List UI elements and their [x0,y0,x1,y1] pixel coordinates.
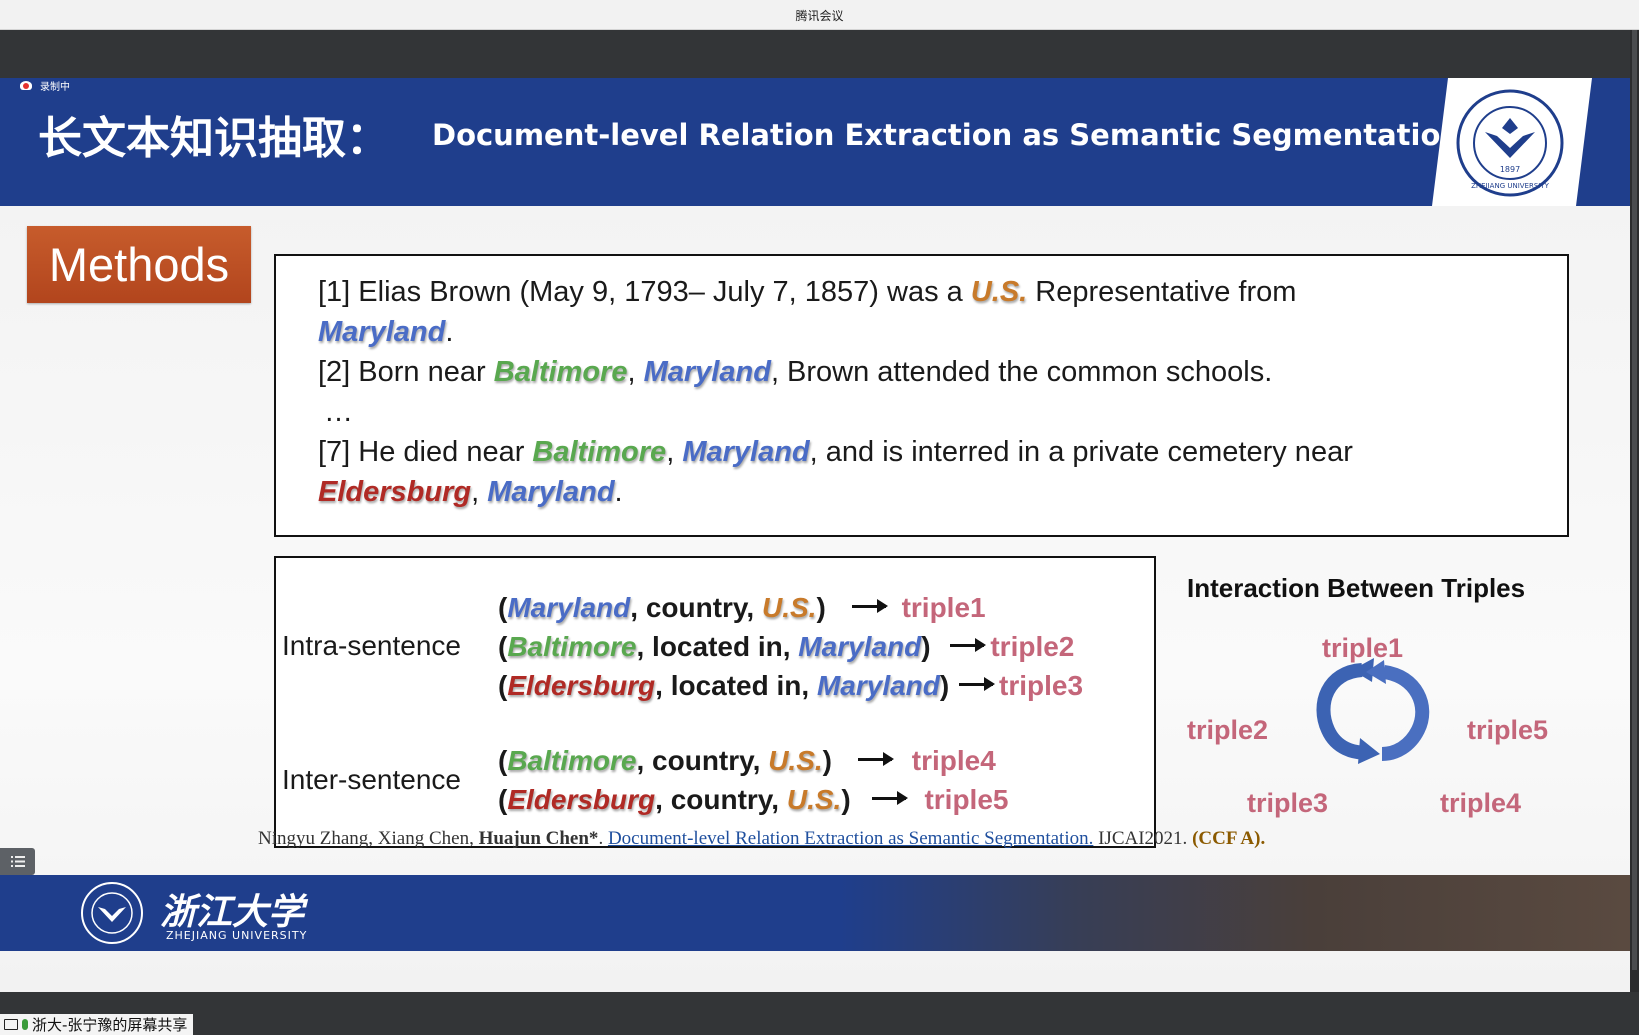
app-title: 腾讯会议 [795,9,844,23]
recording-icon [20,81,32,90]
triple-row: (Eldersburg, located in, Maryland) tripl… [498,670,1084,701]
sentence-7: [7] He died near Baltimore, Maryland, an… [318,436,1353,468]
ellipsis: … [324,396,353,428]
meeting-bottom-bar [0,992,1639,1035]
list-menu-icon [11,856,25,867]
triple-row: (Maryland, country, U.S.) triple1 [498,592,986,623]
seal-text: ZHEJIANG UNIVERSITY [1471,182,1550,190]
seal-year: 1897 [1500,165,1520,174]
arrow-icon [851,599,888,614]
intra-sentence-label: Intra-sentence [282,630,461,661]
campus-building-image [840,875,1630,951]
screen-share-icon [4,1019,18,1030]
section-badge: Methods [27,226,251,303]
university-seal-logo: 1897 ZHEJIANG UNIVERSITY [1456,89,1564,197]
cycle-arrows-icon [1316,658,1430,764]
footer-seal-logo [81,882,143,944]
triple-row: (Baltimore, country, U.S.) triple4 [498,745,996,776]
triples-box: Intra-sentence Inter-sentence (Maryland,… [274,556,1156,848]
meeting-toolbar [0,30,1639,78]
entity-maryland: Maryland [643,356,771,388]
sentence-1: [1] Elias Brown (May 9, 1793– July 7, 18… [318,276,1297,308]
arrow-icon [872,791,909,806]
paper-link[interactable]: Document-level Relation Extraction as Se… [607,828,1094,849]
screen-share-tag[interactable]: 浙大-张宁豫的屏幕共享 [0,1014,194,1035]
interaction-title: Interaction Between Triples [1187,573,1526,603]
window-titlebar: 腾讯会议 [0,0,1639,30]
microphone-icon [22,1019,28,1030]
footer-university-name-en: ZHEJIANG UNIVERSITY [166,929,308,942]
entity-maryland: Maryland [487,476,615,508]
slide-title-en: Document-level Relation Extraction as Se… [432,118,1462,152]
interaction-triple5: triple5 [1467,715,1549,745]
entity-maryland: Maryland [318,316,446,348]
interaction-triple4: triple4 [1440,788,1522,818]
entity-maryland: Maryland [682,436,810,468]
slide-header: 录制中 长文本知识抽取： Document-level Relation Ext… [0,78,1630,206]
interaction-triple3: triple3 [1247,788,1329,818]
sentence-1-cont: Maryland. [318,316,454,348]
shared-slide: 录制中 长文本知识抽取： Document-level Relation Ext… [0,78,1630,992]
screen-share-label: 浙大-张宁豫的屏幕共享 [32,1016,188,1034]
interaction-triple2: triple2 [1187,715,1269,745]
list-menu-button[interactable] [0,848,35,875]
entity-baltimore: Baltimore [493,356,628,388]
sentence-7-cont: Eldersburg, Maryland. [318,476,623,508]
slide-footer: 浙江大学 ZHEJIANG UNIVERSITY [0,875,1630,951]
citation: Ningyu Zhang, Xiang Chen, Huajun Chen*. … [258,828,1266,849]
interaction-triple1: triple1 [1322,633,1404,663]
arrow-icon [857,752,894,767]
inter-sentence-label: Inter-sentence [282,764,461,795]
triple-row: (Eldersburg, country, U.S.) triple5 [498,784,1009,815]
entity-us: U.S. [970,276,1028,308]
scrollbar[interactable] [1630,30,1639,992]
arrow-icon [950,638,987,653]
footer-university-name-zh: 浙江大学 [160,891,305,933]
triple-row: (Baltimore, located in, Maryland) triple… [498,631,1075,662]
slide-title-zh: 长文本知识抽取： [38,113,390,164]
document-text-box: [1] Elias Brown (May 9, 1793– July 7, 18… [274,254,1569,537]
recording-indicator: 录制中 [20,78,70,93]
sentence-2: [2] Born near Baltimore, Maryland, Brown… [318,356,1273,388]
arrow-icon [959,677,995,692]
recording-label: 录制中 [40,82,70,93]
entity-baltimore: Baltimore [532,436,667,468]
entity-eldersburg: Eldersburg [318,476,472,508]
